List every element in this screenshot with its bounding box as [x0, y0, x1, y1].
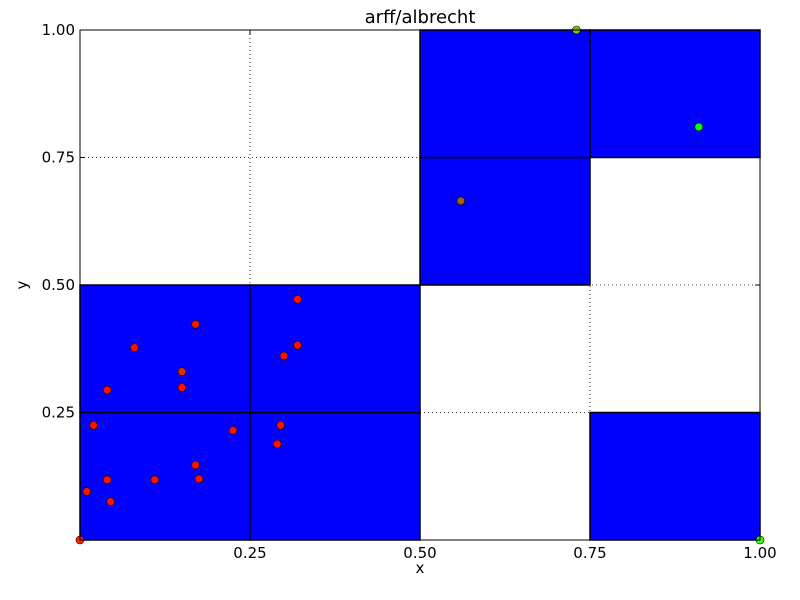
region-cell: [589, 29, 761, 159]
x-tick-label: 0.75: [573, 544, 606, 562]
x-tick-label: 0.25: [233, 544, 266, 562]
y-tick-label: 0.75: [42, 149, 75, 167]
data-point: [177, 367, 187, 377]
data-point: [82, 487, 92, 496]
region-cell: [249, 411, 421, 541]
data-point: [293, 340, 302, 350]
data-point: [191, 460, 200, 470]
data-point: [228, 426, 238, 435]
data-point: [276, 420, 285, 430]
data-point: [694, 122, 704, 132]
x-axis-label: x: [416, 559, 425, 577]
data-point: [194, 474, 204, 484]
data-point: [89, 420, 98, 430]
data-point: [106, 497, 115, 507]
y-tick-label: 0.25: [42, 404, 75, 422]
data-point: [102, 385, 112, 395]
plot-area: [75, 25, 765, 545]
region-cell: [419, 29, 591, 159]
x-tick-label: 1.00: [743, 544, 776, 562]
region-cell: [249, 284, 421, 414]
y-axis-label: y: [13, 280, 31, 289]
y-tick-label: 1.00: [42, 21, 75, 39]
data-point: [279, 351, 289, 361]
y-tick-label: 0.50: [42, 276, 75, 294]
data-point: [272, 439, 282, 449]
data-point: [191, 319, 200, 329]
data-point: [177, 383, 187, 392]
region-cell: [419, 156, 591, 286]
data-point: [130, 343, 139, 353]
x-axis: 0.25 0.50 0.75 1.00: [233, 30, 777, 562]
y-axis: 0.25 0.50 0.75 1.00: [42, 21, 760, 422]
data-point: [102, 475, 112, 485]
region-cell: [589, 411, 761, 541]
x-tick-label: 0.50: [403, 544, 436, 562]
data-point: [293, 294, 302, 304]
chart-title: arff/albrecht: [365, 7, 476, 28]
data-point: [456, 196, 466, 206]
data-point: [150, 475, 160, 485]
